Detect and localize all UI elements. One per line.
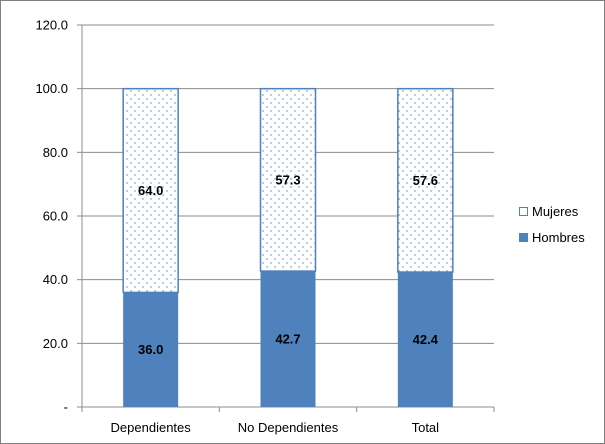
y-tick-label: 60.0 bbox=[43, 209, 68, 224]
data-label-hombres-3: 42.4 bbox=[413, 332, 439, 347]
x-tick-label: Dependientes bbox=[111, 420, 192, 435]
bar-mujeres-2 bbox=[259, 87, 317, 272]
y-tick-label: - bbox=[64, 400, 68, 415]
y-tick-label: 20.0 bbox=[43, 336, 68, 351]
data-label-hombres-1: 36.0 bbox=[138, 342, 163, 357]
data-label-hombres-2: 42.7 bbox=[275, 332, 300, 347]
bar-hombres-3 bbox=[397, 272, 453, 407]
y-tick-label: 40.0 bbox=[43, 272, 68, 287]
x-tick-label: No Dependientes bbox=[238, 420, 339, 435]
data-label-mujeres-2: 57.3 bbox=[275, 172, 300, 187]
legend-label-mujeres: Mujeres bbox=[532, 203, 579, 219]
data-label-mujeres-3: 57.6 bbox=[413, 173, 438, 188]
legend-swatch-hombres bbox=[519, 232, 528, 242]
legend-label-hombres: Hombres bbox=[532, 229, 585, 245]
legend-item-hombres: Hombres bbox=[519, 228, 585, 246]
bar-hombres-2 bbox=[260, 271, 316, 407]
x-tick-label: Total bbox=[412, 420, 440, 435]
bar-mujeres-3 bbox=[397, 87, 454, 273]
bar-hombres-1 bbox=[123, 292, 179, 407]
bar-mujeres-1 bbox=[122, 87, 179, 294]
y-tick-label: 80.0 bbox=[43, 145, 68, 160]
legend-item-mujeres: Mujeres bbox=[519, 202, 585, 220]
data-label-mujeres-1: 64.0 bbox=[138, 183, 163, 198]
legend: Mujeres Hombres bbox=[519, 202, 585, 254]
legend-swatch-mujeres bbox=[519, 206, 528, 216]
y-tick-label: 120.0 bbox=[35, 18, 68, 33]
y-tick-label: 100.0 bbox=[35, 81, 68, 96]
